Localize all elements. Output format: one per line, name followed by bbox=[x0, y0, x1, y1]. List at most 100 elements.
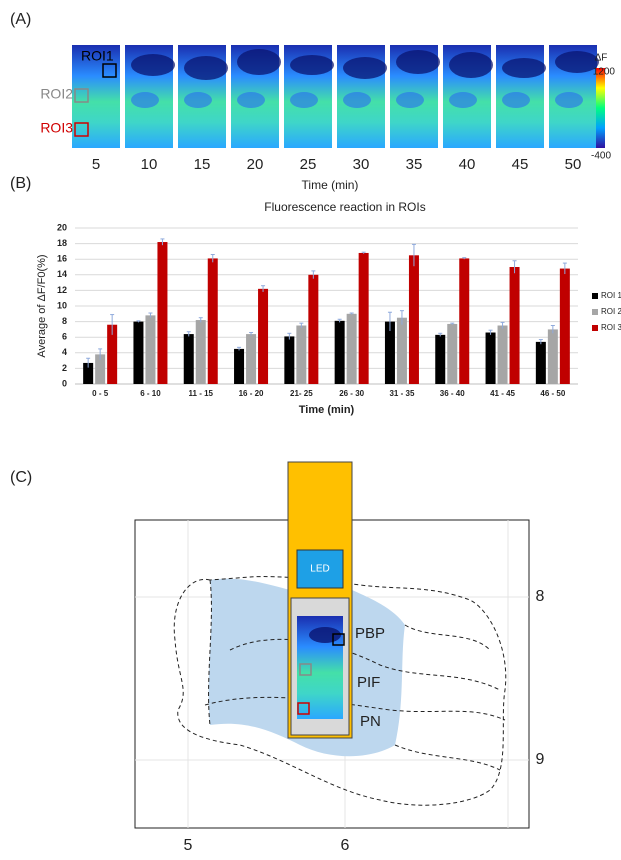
roi-box bbox=[74, 122, 89, 137]
error-bar bbox=[387, 311, 392, 331]
x-axis-label: Time (min) bbox=[302, 178, 359, 192]
heatmap-blob bbox=[396, 50, 440, 74]
error-bar bbox=[160, 238, 165, 246]
roi-box bbox=[332, 633, 345, 646]
roi-label: ROI1 bbox=[81, 48, 114, 64]
error-bar bbox=[438, 332, 443, 337]
contours bbox=[173, 576, 507, 806]
colorbar-title: ΔF bbox=[595, 53, 608, 64]
heatmap-blob bbox=[502, 92, 530, 108]
y-tick-label: 6 bbox=[62, 332, 67, 342]
error-bar bbox=[399, 310, 404, 325]
bar bbox=[195, 320, 206, 384]
error-bar bbox=[500, 321, 505, 329]
x-tick-label: 21- 25 bbox=[290, 389, 313, 398]
x-tick-label: 0 - 5 bbox=[92, 389, 109, 398]
bar bbox=[485, 332, 496, 384]
bar bbox=[308, 274, 319, 384]
x-tick-label: 36 - 40 bbox=[440, 389, 465, 398]
y-tick-label: 18 bbox=[57, 238, 67, 248]
heatmap-blob bbox=[449, 92, 477, 108]
heatmap-blob bbox=[502, 58, 546, 78]
error-bar bbox=[411, 243, 416, 267]
bar bbox=[459, 258, 470, 384]
bar bbox=[107, 324, 118, 384]
roi-label: ROI3 bbox=[40, 120, 73, 136]
heatmap-image bbox=[72, 45, 120, 148]
roi-box bbox=[74, 88, 89, 103]
heatmap-blob bbox=[131, 92, 159, 108]
legend-label: ROI 3 bbox=[601, 323, 621, 332]
error-bar bbox=[512, 260, 517, 274]
error-bar bbox=[110, 314, 115, 335]
time-label: 5 bbox=[92, 156, 100, 173]
error-bar bbox=[198, 317, 203, 323]
time-label: 35 bbox=[406, 156, 423, 173]
heatmap-blob bbox=[449, 52, 493, 78]
time-label: 40 bbox=[459, 156, 476, 173]
y-tick-label: 16 bbox=[57, 254, 67, 264]
error-bar bbox=[186, 331, 191, 337]
panel-a: 5 10 15 20 25 30 35 40 45 50 ROI1 ROI2 ROI3 bbox=[40, 45, 599, 173]
bar bbox=[183, 334, 194, 384]
region-label: PN bbox=[360, 713, 381, 730]
roi-box bbox=[297, 702, 310, 715]
row-label: 9 bbox=[536, 751, 545, 768]
region-label: PBP bbox=[355, 625, 385, 642]
y-tick-label: 2 bbox=[62, 363, 67, 373]
bar bbox=[408, 255, 419, 384]
bar bbox=[258, 288, 269, 384]
bar bbox=[234, 348, 245, 384]
time-label: 10 bbox=[141, 156, 158, 173]
y-tick-label: 14 bbox=[57, 269, 67, 279]
legend-swatch bbox=[592, 309, 598, 315]
bar bbox=[358, 252, 369, 384]
error-bar bbox=[287, 332, 292, 340]
colorbar bbox=[596, 68, 605, 148]
bar bbox=[334, 320, 345, 384]
error-bar bbox=[550, 325, 555, 334]
heatmap-blob bbox=[184, 56, 228, 80]
heatmap-blob bbox=[237, 92, 265, 108]
colorbar-min: -400 bbox=[591, 151, 611, 162]
heatmap-blob bbox=[396, 92, 424, 108]
legend-swatch bbox=[592, 293, 598, 299]
y-axis-label: Average of ΔF/F0(%) bbox=[36, 254, 48, 357]
y-tick-label: 10 bbox=[57, 300, 67, 310]
error-bar bbox=[488, 329, 493, 335]
bar bbox=[83, 362, 94, 384]
led-label: LED bbox=[310, 564, 329, 575]
x-axis-label: Time (min) bbox=[299, 404, 355, 416]
bar bbox=[95, 354, 106, 384]
error-bar bbox=[337, 318, 342, 323]
bar bbox=[396, 317, 407, 384]
heatmap-blob bbox=[290, 92, 318, 108]
bar bbox=[346, 313, 357, 384]
heatmap-blob bbox=[555, 92, 583, 108]
y-tick-label: 0 bbox=[62, 378, 67, 388]
col-label: 5 bbox=[184, 837, 193, 854]
error-bar bbox=[450, 322, 455, 325]
roi-box bbox=[299, 663, 312, 676]
time-label: 45 bbox=[512, 156, 529, 173]
heatmap-blob bbox=[555, 51, 599, 73]
y-tick-label: 20 bbox=[57, 222, 67, 232]
x-tick-label: 46 - 50 bbox=[540, 389, 565, 398]
time-label: 15 bbox=[194, 156, 211, 173]
image-blob bbox=[309, 627, 341, 643]
y-tick-label: 12 bbox=[57, 285, 67, 295]
roi-box bbox=[102, 63, 117, 78]
panel-label: (B) bbox=[10, 175, 31, 192]
error-bar bbox=[86, 357, 91, 368]
time-label: 25 bbox=[300, 156, 317, 173]
legend-label: ROI 1 bbox=[601, 291, 621, 300]
row-label: 8 bbox=[536, 588, 545, 605]
error-bar bbox=[538, 339, 543, 345]
bar bbox=[133, 321, 144, 384]
panel-label: (C) bbox=[10, 469, 32, 486]
error-bar bbox=[249, 332, 254, 336]
error-bar bbox=[349, 312, 354, 315]
bar bbox=[535, 341, 546, 384]
bar bbox=[497, 325, 508, 384]
bar bbox=[447, 323, 458, 384]
